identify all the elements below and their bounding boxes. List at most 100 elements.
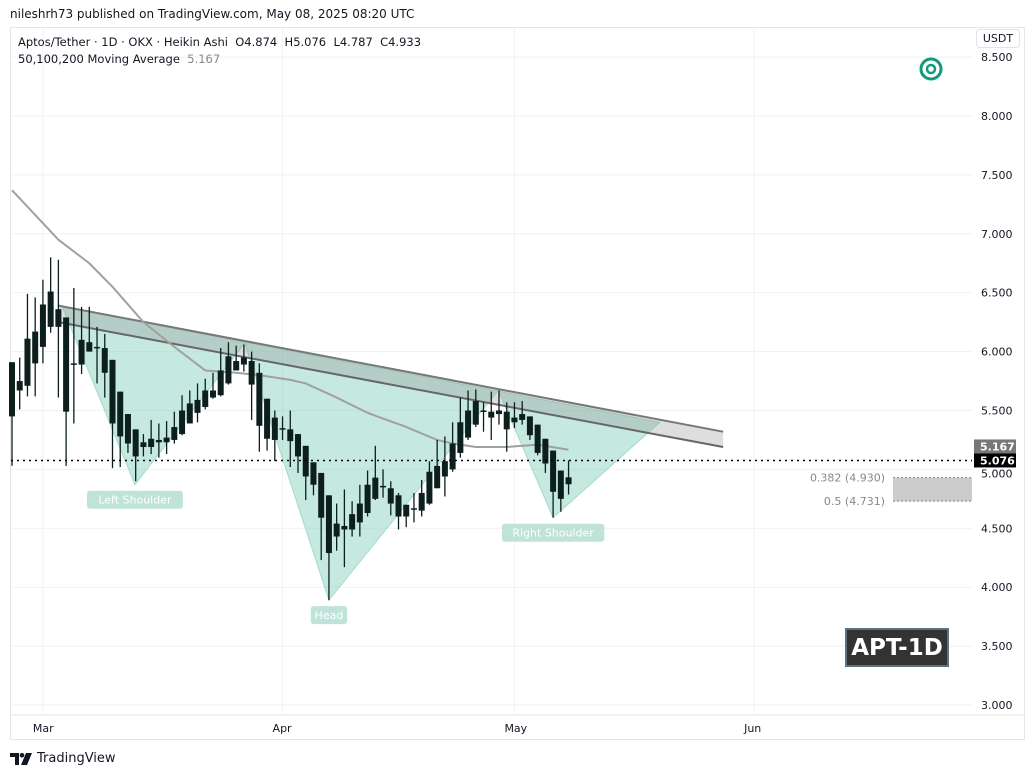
target-ring [919, 57, 943, 81]
ma-value: 5.167 [187, 52, 221, 66]
candle-body [380, 485, 387, 488]
candle-body [441, 461, 448, 477]
fib-level-label: 0.382 (4.930) [810, 472, 885, 485]
candle-body [194, 399, 201, 413]
candle-body [171, 426, 178, 440]
candle-body [287, 429, 294, 442]
candles [9, 257, 572, 601]
candle-body [418, 492, 425, 511]
axes: 3.000 3.500 4.000 4.500 5.000 5.500 6.000 6.500… [33, 51, 1013, 735]
candle-body [202, 390, 209, 407]
candle-body [395, 495, 402, 517]
candle-body [333, 523, 340, 537]
candle-body [86, 342, 93, 352]
y-tick-label: 7.500 [981, 169, 1013, 182]
ma-price-tag [974, 439, 1016, 454]
channel-upper-line [58, 304, 724, 433]
candle-body [403, 504, 410, 517]
candle-body [534, 424, 541, 453]
candle-body [349, 514, 356, 530]
candle-body [511, 417, 518, 423]
y-tick-label: 6.000 [981, 346, 1013, 359]
candle-body [47, 291, 54, 327]
candle-body [472, 401, 479, 425]
low-value: L4.787 [333, 35, 373, 49]
candle-body [465, 410, 472, 438]
chart-legend: Aptos/Tether · 1D · OKX · Heikin Ashi O4… [18, 34, 421, 68]
fib-level-label: 0.5 (4.731) [824, 495, 885, 508]
ma-line [11, 189, 569, 451]
ma-label[interactable]: 50,100,200 Moving Average [18, 52, 180, 66]
candle-body [426, 471, 433, 504]
candle-body [503, 411, 510, 430]
candle-body [16, 381, 23, 391]
y-tick-label: 4.000 [981, 581, 1013, 594]
open-value: O4.874 [235, 35, 278, 49]
candle-body [109, 359, 116, 424]
candle-body [248, 361, 255, 385]
candle-body [39, 304, 46, 347]
currency-button[interactable]: USDT [976, 29, 1020, 48]
y-tick-label: 5.000 [981, 467, 1013, 480]
y-tick-label: 7.000 [981, 228, 1013, 241]
x-tick-label: May [504, 722, 527, 735]
high-value: H5.076 [284, 35, 327, 49]
candle-body [217, 370, 224, 396]
candle-body [117, 391, 124, 437]
candle-body [488, 411, 495, 418]
candle-body [480, 410, 487, 412]
candle-body [550, 450, 557, 492]
candle-body [387, 488, 394, 504]
candle-body [264, 398, 271, 439]
target-center [925, 63, 937, 75]
pattern-label-bg [87, 490, 183, 509]
y-tick-label: 3.500 [981, 640, 1013, 653]
pattern-label: Head [315, 609, 344, 622]
last-price-label: 5.076 [980, 454, 1015, 467]
candle-body [124, 414, 131, 444]
candle-body [225, 356, 232, 384]
candle-body [364, 484, 371, 513]
candle-body [457, 422, 464, 453]
candle-body [63, 317, 70, 412]
candle-body [341, 525, 348, 530]
target-icon [919, 57, 943, 81]
head-shoulders-pattern: Left Shoulder Head Right Shoulder [61, 306, 661, 625]
pattern-label: Right Shoulder [512, 527, 594, 540]
pattern-label-bg [310, 606, 348, 625]
candle-body [434, 465, 441, 489]
candle-body [132, 429, 139, 457]
candle-body [449, 443, 456, 470]
candle-body [55, 309, 62, 327]
candle-body [70, 363, 77, 365]
y-tick-label: 8.000 [981, 110, 1013, 123]
channel-fill [58, 305, 724, 448]
candle-body [310, 462, 317, 485]
candle-body [295, 434, 302, 457]
candle-body [256, 372, 263, 426]
fib-zone-fill [893, 477, 972, 502]
candle-body [155, 439, 162, 443]
candle-body [163, 437, 170, 443]
candle-body [209, 390, 216, 398]
ma-price-label: 5.167 [980, 440, 1015, 453]
candle-body [325, 495, 332, 554]
candle-body [78, 339, 85, 365]
candle-body [101, 348, 108, 373]
pattern-polygon [61, 306, 661, 602]
candle-body [233, 361, 240, 371]
candle-body [526, 416, 533, 436]
tradingview-logo-icon [10, 752, 32, 765]
candle-body [542, 438, 549, 464]
candle-body [148, 438, 155, 448]
tradingview-logo[interactable]: TradingView [10, 751, 116, 766]
y-tick-label: 5.500 [981, 405, 1013, 418]
candle-body [565, 477, 572, 485]
candle-body [24, 338, 31, 386]
logo-text: TradingView [37, 751, 116, 766]
y-tick-label: 4.500 [981, 522, 1013, 535]
y-tick-label: 3.000 [981, 699, 1013, 712]
candle-body [279, 428, 286, 430]
